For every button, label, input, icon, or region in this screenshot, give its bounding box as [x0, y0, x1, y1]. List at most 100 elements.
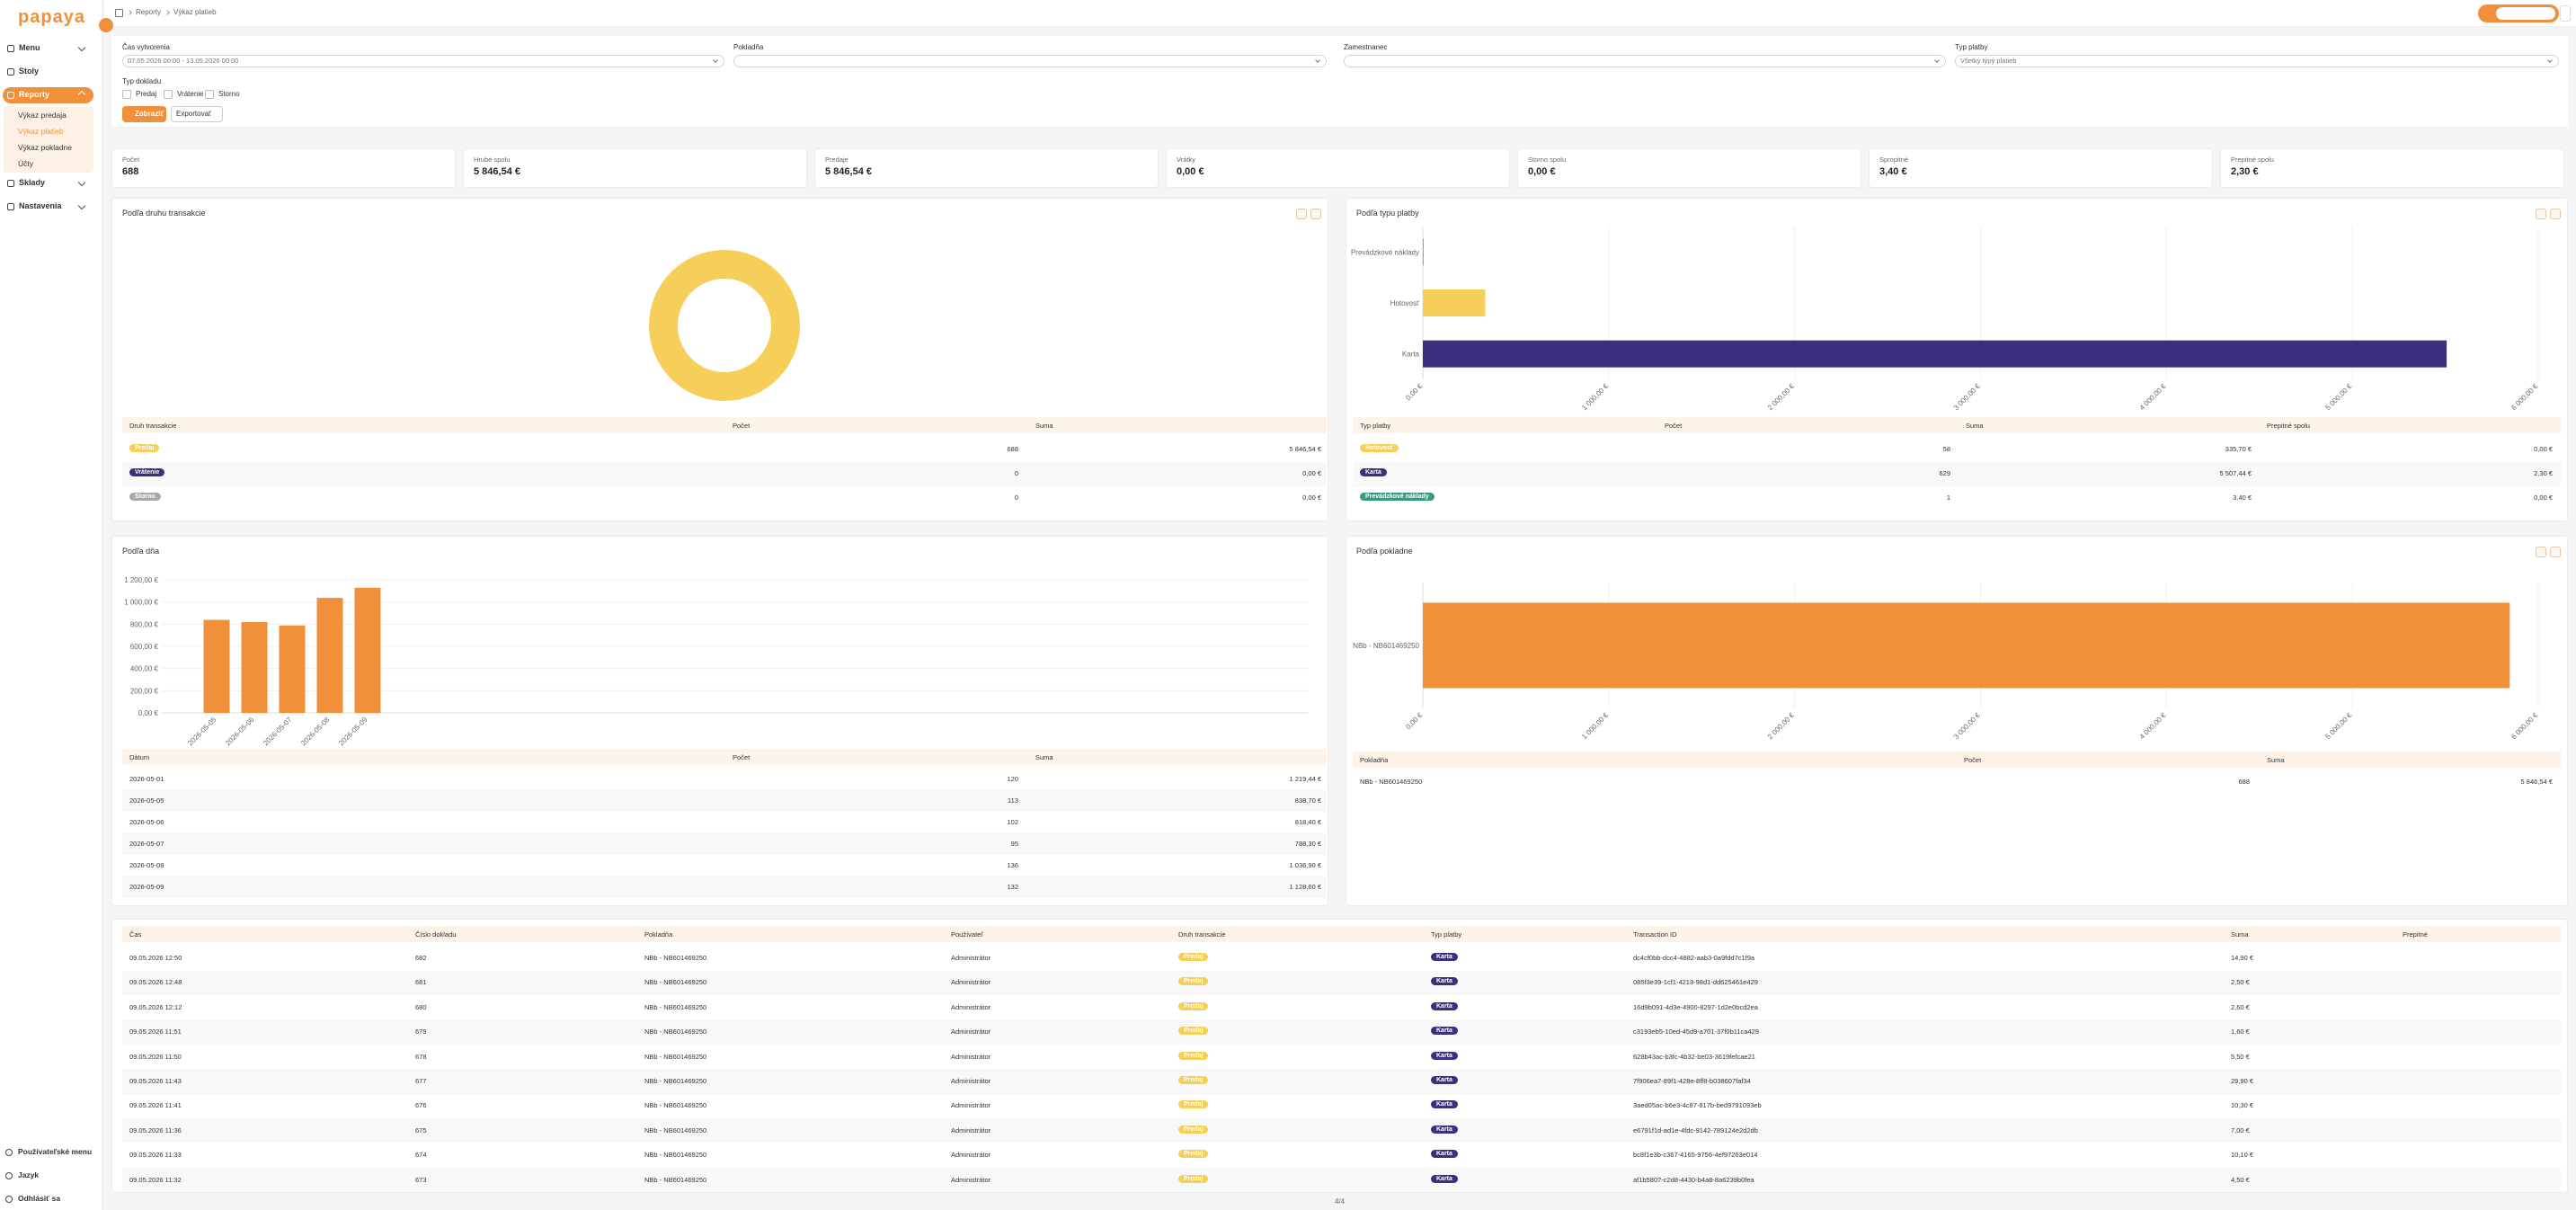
table-cell: 09.05.2026 11:36 [129, 1125, 182, 1134]
checkbox[interactable] [122, 90, 131, 99]
table-header [122, 926, 2561, 942]
filter-input[interactable] [1344, 55, 1946, 67]
table-header-cell: Typ platby [1431, 930, 1462, 939]
bottom-item[interactable]: Odhlásiť sa [18, 1194, 61, 1203]
tag-pill: Karta [1431, 1100, 1458, 1109]
submenu-bg [4, 106, 93, 173]
sidebar [0, 0, 103, 1210]
table-row-stripe [122, 876, 1327, 898]
table-cell: 4,50 € [2231, 1175, 2250, 1184]
menu-icon [7, 203, 14, 210]
stat-card [1166, 148, 1510, 188]
menu-item[interactable]: Nastavenia [19, 201, 62, 210]
stat-label: Predaje [825, 156, 848, 164]
filter-input[interactable] [122, 55, 724, 67]
menu-item[interactable]: Menu [19, 43, 40, 52]
filter-input[interactable] [1955, 55, 2559, 67]
filter-input[interactable] [733, 55, 1327, 67]
table-cell: NBb - NB601469250 [644, 1077, 707, 1085]
show-button[interactable] [122, 106, 166, 122]
table-cell: 2026-05-06 [129, 818, 164, 826]
tag-pill: Predaj [1178, 1125, 1209, 1134]
stat-value: 5 846,54 € [825, 166, 872, 177]
table-cell: 1 036,90 € [1289, 861, 1321, 869]
breadcrumb-item[interactable]: Výkaz platieb [173, 8, 217, 16]
table-row-stripe [122, 1167, 2561, 1193]
bottom-item[interactable]: Jazyk [18, 1170, 40, 1179]
menu-item[interactable]: Stoly [19, 67, 40, 76]
tag-pill: Predaj [1178, 1051, 1209, 1060]
table-cell: Administrátor [951, 1002, 991, 1011]
stat-value: 0,00 € [1177, 166, 1204, 177]
user-pill-inner [2496, 7, 2555, 20]
table-row-stripe [122, 833, 1327, 855]
submenu-item[interactable]: Účty [18, 159, 33, 168]
table-cell: af1b5807-c2d8-4430-b4a8-8a6239b0fea [1633, 1175, 1754, 1184]
table-header-cell: Používateľ [951, 930, 983, 939]
table-cell: 0 [1014, 469, 1018, 477]
menu-item[interactable]: Sklady [19, 178, 46, 187]
checkbox-label: Storno [218, 90, 240, 98]
table-cell: 113 [1008, 796, 1018, 805]
stat-card [1517, 148, 1861, 188]
panel-icon[interactable] [2536, 209, 2546, 219]
panel-title: Podľa pokladne [1356, 547, 1413, 556]
user-pill-menu[interactable] [2560, 5, 2571, 22]
table-header-cell: Pokladňa [644, 930, 673, 939]
breadcrumb-item[interactable]: Reporty [136, 8, 162, 16]
table-header [122, 417, 1327, 433]
table-cell: 1 [1946, 494, 1950, 502]
tag-pill: Storno [129, 493, 161, 501]
table-header-cell: Prepitné [2403, 930, 2428, 939]
tag-pill: Karta [1431, 1076, 1458, 1084]
checkbox[interactable] [164, 90, 173, 99]
table-cell: 14,90 € [2231, 954, 2254, 962]
table-cell: 678 [415, 1052, 427, 1061]
menu-item[interactable]: Reporty [19, 90, 50, 99]
export-button[interactable] [171, 106, 223, 122]
tag-pill: Karta [1360, 468, 1387, 476]
logo: papaya [18, 7, 85, 27]
table-header-cell: Druh transakcie [1178, 930, 1226, 939]
sidebar-toggle[interactable] [99, 18, 113, 32]
panel-icon[interactable] [2536, 547, 2546, 557]
table-cell: 09.05.2026 11:33 [129, 1151, 182, 1160]
table-header-cell: Suma [1966, 422, 1984, 430]
table-cell: NBb - NB601469250 [644, 1175, 707, 1184]
menu-icon [7, 45, 14, 52]
tag-pill: Karta [1431, 1001, 1458, 1010]
bottom-icon [5, 1196, 13, 1203]
panel-icon[interactable] [1310, 209, 1321, 219]
table-cell: 09.05.2026 11:51 [129, 1028, 182, 1037]
tag-pill: Prevádzkové náklady [1360, 493, 1435, 501]
tag-pill: Karta [1431, 1027, 1458, 1036]
table-cell: 676 [415, 1101, 427, 1110]
table-cell: 838,70 € [1294, 796, 1321, 805]
table-header-cell: Čas [129, 930, 142, 939]
table-cell: 2026-05-05 [129, 796, 164, 805]
bottom-item[interactable]: Používateľské menu [18, 1147, 93, 1156]
pagination[interactable]: 4/4 [1335, 1197, 1346, 1206]
submenu-item[interactable]: Výkaz predaja [18, 111, 67, 120]
menu-active-bg [3, 87, 93, 103]
panel-icon[interactable] [1296, 209, 1307, 219]
table-cell: 09.05.2026 11:32 [129, 1175, 182, 1184]
checkbox[interactable] [205, 90, 214, 99]
panel-icon[interactable] [2550, 209, 2561, 219]
table-cell: 7f906ea7-89f1-428e-8ff8-b038607faf34 [1633, 1077, 1751, 1085]
panel-icon[interactable] [2550, 547, 2561, 557]
table-header-cell: Počet [1665, 422, 1683, 430]
stat-label: Hrubé spolu [474, 156, 511, 164]
table-header-cell: Počet [1964, 756, 1982, 764]
table-cell: 2026-05-09 [129, 883, 164, 891]
table-cell: 2026-05-07 [129, 840, 164, 848]
stat-value: 688 [122, 166, 139, 177]
submenu-item[interactable]: Výkaz pokladne [18, 143, 73, 152]
table-cell: 10,10 € [2231, 1151, 2254, 1160]
table-header-cell: Suma [2231, 930, 2249, 939]
stat-label: Prepitné spolu [2231, 156, 2274, 164]
submenu-item[interactable]: Výkaz platieb [18, 127, 64, 136]
checkbox-label: Predaj [136, 90, 157, 98]
table-cell: 3aed05ac-b6e3-4c87-817b-bed9791093eb [1633, 1101, 1762, 1110]
checkbox-label: Vrátenie [177, 90, 204, 98]
